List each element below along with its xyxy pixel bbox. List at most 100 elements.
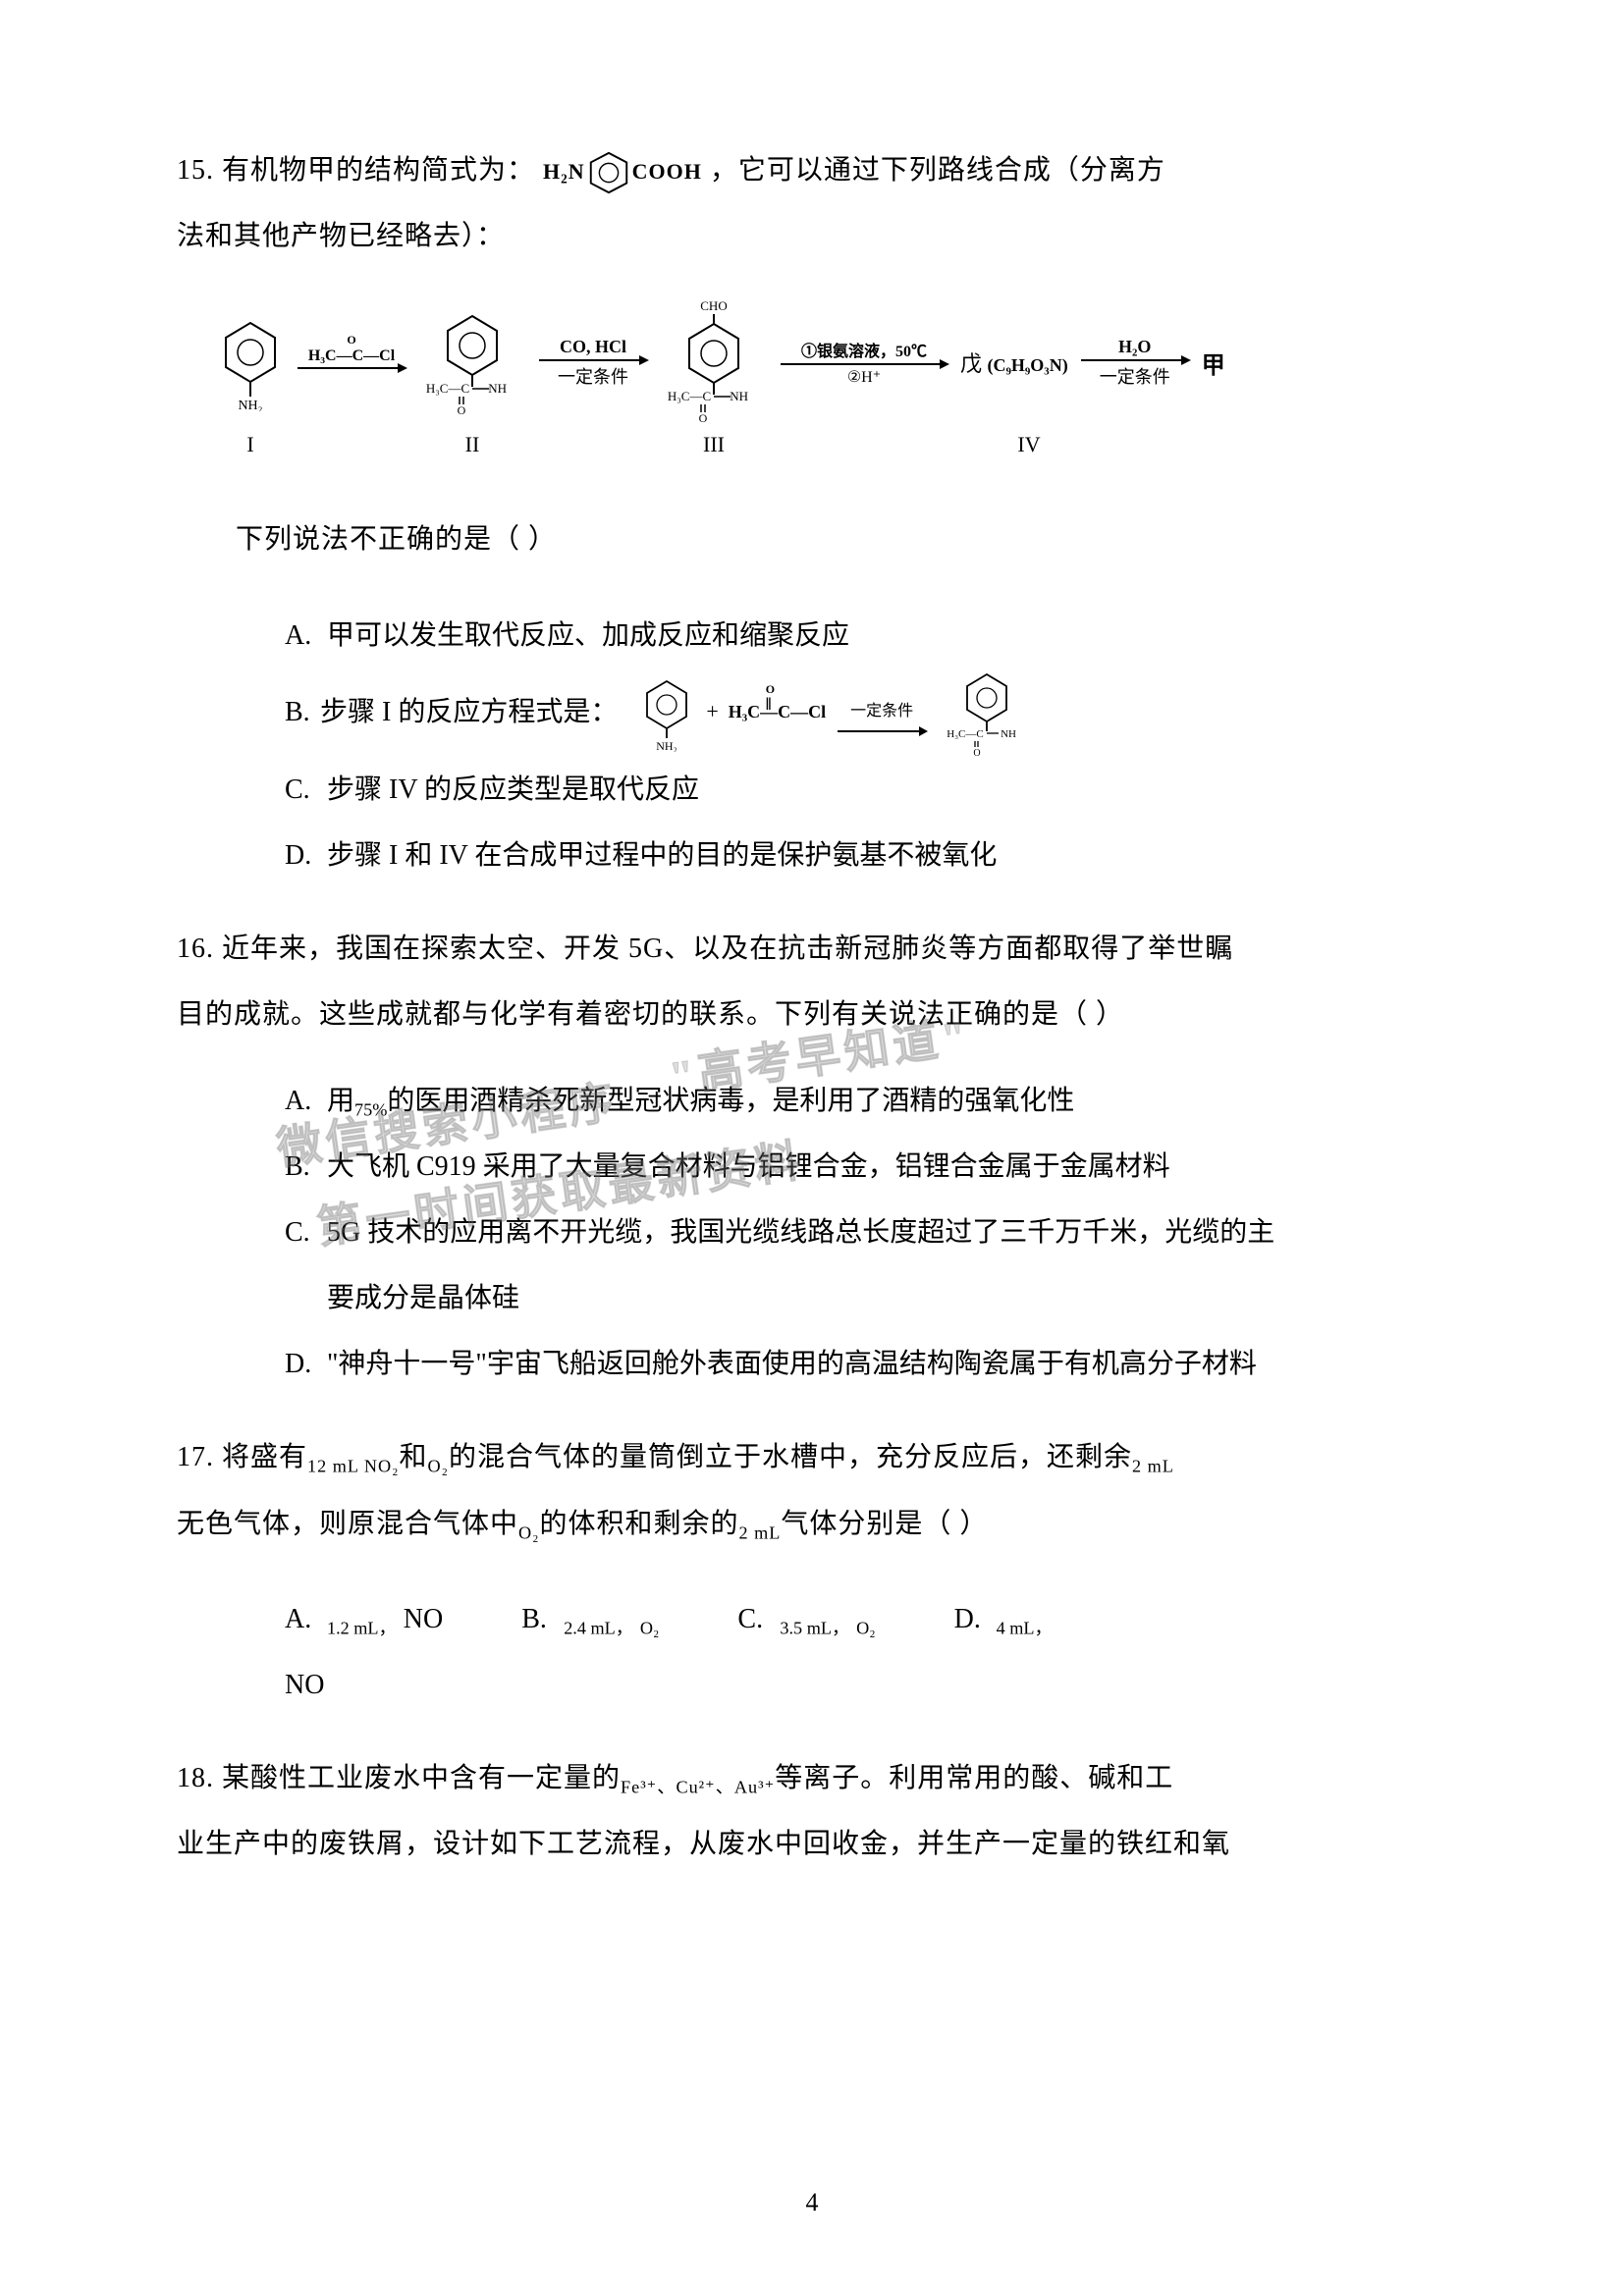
wu-formula: (C₉H₉O₃N) (988, 355, 1068, 375)
q16-line1-text: 近年来，我国在探索太空、开发 5G、以及在抗击新冠肺炎等方面都取得了举世瞩 (222, 934, 1233, 964)
q15-option-c: C. 步骤 IV 的反应类型是取代反应 (177, 757, 1447, 823)
q17-vol2b: 2 mL (739, 1522, 782, 1542)
svg-text:NH: NH (488, 381, 507, 396)
arrow-3: ①银氨溶液，50℃ ②H⁺ (776, 338, 952, 387)
arrow4-bottom: 一定条件 (1100, 363, 1170, 389)
q17-option-d-wrap: NO (177, 1652, 1447, 1718)
q16-line2: 目的成就。这些成就都与化学有着密切的联系。下列有关说法正确的是（ ） (177, 982, 1447, 1047)
label-2: II (418, 432, 526, 457)
svg-text:H₃C—C: H₃C—C (426, 381, 469, 396)
q17-d-val: 4 mL， (997, 1618, 1053, 1637)
option-label-d: D. (954, 1586, 990, 1652)
option-label-c: C. (285, 757, 320, 823)
q17-o2-2: O₂ (518, 1522, 539, 1542)
roman-labels-row: I II III IV (216, 432, 1447, 457)
q17-option-a: A. 1.2 mL， NO (285, 1586, 443, 1652)
q18-ions: Fe³⁺、Cu²⁺、Au³⁺ (621, 1778, 775, 1797)
q16-a-prefix: 用 (327, 1086, 354, 1116)
q17-a-gas: NO (404, 1604, 443, 1634)
q15-intro-c: 法和其他产物已经略去）： (177, 203, 1447, 269)
q17-line2: 无色气体，则原混合气体中O₂的体积和剩余的2 mL气体分别是（ ） (177, 1491, 1447, 1557)
svg-text:NH: NH (1001, 728, 1016, 740)
q15-option-b-equation: NH₂ + O ‖ H₃C—C—Cl 一定条件 (637, 668, 1036, 757)
q15-option-d-text: 步骤 I 和 IV 在合成甲过程中的目的是保护氨基不被氧化 (327, 840, 997, 871)
q17-b-val: 2.4 mL， (564, 1618, 633, 1637)
q17-b-gas: O₂ (640, 1618, 659, 1637)
q17-options-row: A. 1.2 mL， NO B. 2.4 mL， O₂ C. 3.5 mL， O… (177, 1586, 1447, 1652)
question-17: 17. 将盛有12 mL NO₂和O₂的混合气体的量筒倒立于水槽中，充分反应后，… (177, 1424, 1447, 1718)
q16-option-d-text: "神舟十一号"宇宙飞船返回舱外表面使用的高温结构陶瓷属于有机高分子材料 (327, 1349, 1257, 1379)
q17-option-b: B. 2.4 mL， O₂ (521, 1586, 659, 1652)
compound-jia: 甲 (1202, 346, 1225, 380)
q18-l1b: 等离子。利用常用的酸、碱和工 (775, 1763, 1173, 1793)
q17-l1c: 的混合气体的量筒倒立于水槽中，充分反应后，还剩余 (449, 1442, 1132, 1472)
q17-l1b: 和 (400, 1442, 428, 1472)
q15-prompt: 下列说法不正确的是（ ） (177, 507, 1447, 572)
svg-text:O: O (699, 411, 708, 425)
option-label-a: A. (285, 1586, 320, 1652)
q17-d-gas: NO (285, 1670, 324, 1700)
q17-line1: 17. 将盛有12 mL NO₂和O₂的混合气体的量筒倒立于水槽中，充分反应后，… (177, 1424, 1447, 1490)
acetanilide-small-icon: NH H₃C—C O (938, 668, 1036, 757)
q17-l1a: 将盛有 (222, 1442, 307, 1472)
option-label-b: B. (285, 1134, 320, 1200)
label-4: IV (960, 432, 1098, 457)
q15-option-d: D. 步骤 I 和 IV 在合成甲过程中的目的是保护氨基不被氧化 (177, 823, 1447, 888)
structure-2: NH H₃C—C O (418, 308, 526, 416)
q17-number: 17. (177, 1442, 214, 1472)
q15-option-a: A. 甲可以发生取代反应、加成反应和缩聚反应 (177, 603, 1447, 668)
question-18: 18. 某酸性工业废水中含有一定量的Fe³⁺、Cu²⁺、Au³⁺等离子。利用常用… (177, 1745, 1447, 1877)
q16-option-c-cont: 要成分是晶体硅 (177, 1265, 1447, 1331)
formula-cooh: COOH (632, 146, 702, 198)
svg-text:H₃C—C: H₃C—C (668, 389, 711, 403)
arrow4-top: H₂O (1118, 337, 1151, 357)
arrow1-o: O (308, 333, 395, 347)
q15-structure-formula: H₂N COOH (543, 146, 702, 198)
q16-a-percent: 75% (354, 1099, 387, 1119)
arrow-2: CO, HCl 一定条件 (534, 337, 652, 389)
arrow-line-icon (1081, 359, 1189, 361)
option-label-a: A. (285, 1068, 320, 1134)
q17-c-gas: O₂ (856, 1618, 875, 1637)
aldehyde-acetanilide-icon: CHO NH H₃C—C O (660, 298, 768, 426)
q16-option-c: C. 5G 技术的应用离不开光缆，我国光缆线路总长度超过了三千万千米，光缆的主 (177, 1200, 1447, 1265)
svg-text:NH: NH (730, 389, 748, 403)
arrow-line-icon (298, 367, 406, 369)
label-3: III (660, 432, 768, 457)
label-1: I (216, 432, 285, 457)
arrow3-top: ①银氨溶液，50℃ (801, 338, 927, 361)
q15-reaction-scheme: NH₂ O H₃C—C—Cl NH (177, 269, 1447, 477)
q15-option-b-prefix: 步骤 I 的反应方程式是： (320, 679, 618, 745)
q18-number: 18. (177, 1763, 214, 1793)
reaction-row: NH₂ O H₃C—C—Cl NH (216, 298, 1447, 426)
q16-option-c-line2: 要成分是晶体硅 (327, 1283, 519, 1313)
arrow2-bottom: 一定条件 (558, 363, 628, 389)
structure-3: CHO NH H₃C—C O (660, 298, 768, 426)
benzene-ring-icon (585, 149, 632, 196)
option-label-d: D. (285, 823, 320, 888)
q16-line1: 16. 近年来，我国在探索太空、开发 5G、以及在抗击新冠肺炎等方面都取得了举世… (177, 916, 1447, 982)
arrow-4: H₂O 一定条件 (1076, 337, 1194, 389)
arrow-line-icon (781, 363, 947, 365)
arrow2-top: CO, HCl (560, 337, 626, 357)
jia-label: 甲 (1202, 346, 1225, 380)
q17-c-val: 3.5 mL， (780, 1618, 849, 1637)
q15-intro-b: ，它可以通过下列路线合成（分离方 (710, 155, 1165, 186)
svg-text:NH₂: NH₂ (238, 399, 262, 411)
q15-intro: 15. 有机物甲的结构简式为： H₂N COOH ，它可以通过下列路线合成（分离… (177, 137, 1447, 203)
arrow1-label: H₃C—C—Cl (308, 347, 395, 365)
q17-a-val: 1.2 mL， (327, 1618, 397, 1637)
q17-vol2: 2 mL (1132, 1457, 1174, 1476)
q16-option-b-text: 大飞机 C919 采用了大量复合材料与铝锂合金，铝锂合金属于金属材料 (327, 1151, 1170, 1182)
acetyl-chloride: O ‖ H₃C—C—Cl (729, 691, 826, 733)
option-label-d: D. (285, 1331, 320, 1397)
q18-line1: 18. 某酸性工业废水中含有一定量的Fe³⁺、Cu²⁺、Au³⁺等离子。利用常用… (177, 1745, 1447, 1811)
q17-l2b: 的体积和剩余的 (540, 1509, 739, 1539)
formula-h2n: H₂N (543, 146, 585, 198)
wu-label: 戊 (960, 351, 982, 376)
q15-option-c-text: 步骤 IV 的反应类型是取代反应 (327, 774, 699, 805)
svg-text:CHO: CHO (700, 298, 727, 313)
option-label-c: C. (737, 1586, 773, 1652)
q17-o2-1: O₂ (428, 1457, 449, 1476)
svg-text:NH₂: NH₂ (657, 739, 678, 752)
